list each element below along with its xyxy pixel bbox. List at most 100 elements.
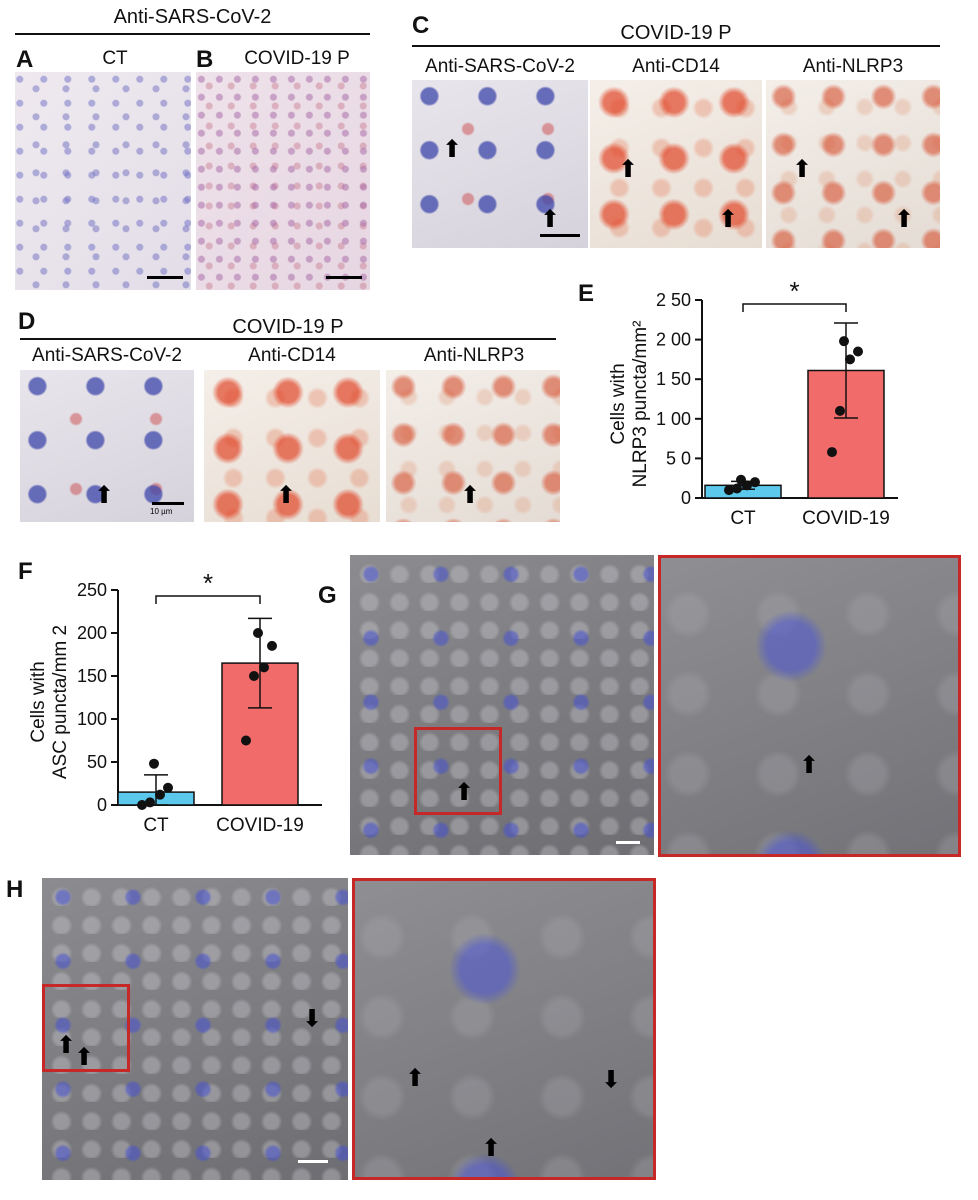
subheader-c-cd14: Anti-CD14 [632, 56, 720, 77]
data-point [750, 477, 760, 488]
panel-label-g: G [318, 582, 337, 609]
arrow-icon: ⬆ [618, 156, 639, 183]
significance-bracket [742, 303, 847, 312]
y-tick-label: 5 0 [666, 448, 691, 468]
x-tick-label: COVID-19 [802, 508, 890, 529]
x-tick-label: COVID-19 [216, 815, 304, 836]
micrograph-d-cd14: ⬆ [204, 370, 380, 522]
micrograph-h-zoom: ⬆ ⬆ ⬆ [352, 878, 656, 1180]
y-tick-label: 2 00 [656, 330, 691, 350]
panel-label-a: A [16, 46, 34, 73]
y-tick-label: 250 [77, 580, 107, 600]
significance-bracket [155, 595, 261, 604]
micrograph-covid-lung [196, 72, 370, 290]
micrograph-c-cd14: ⬆ ⬆ [590, 80, 762, 248]
arrow-icon: ⬆ [792, 156, 813, 183]
micrograph-g-zoom: ⬆ [658, 555, 961, 857]
arrow-icon: ⬆ [460, 482, 481, 509]
scale-bar [152, 502, 184, 505]
y-tick-label: 2 50 [656, 290, 691, 310]
panel-label-e: E [578, 280, 595, 307]
y-tick-label: 1 00 [656, 409, 691, 429]
subheader-d-sars: Anti-SARS-CoV-2 [32, 345, 182, 366]
scale-bar-label: 10 µm [150, 507, 173, 516]
y-tick-label: 0 [97, 795, 107, 815]
arrow-icon: ⬆ [442, 136, 463, 163]
significance-star: * [789, 280, 799, 306]
subheader-c-sars: Anti-SARS-CoV-2 [425, 56, 575, 77]
micrograph-g-overview: ⬆ [350, 555, 654, 855]
data-point [137, 800, 147, 810]
data-point [155, 789, 165, 800]
micrograph-d-nlrp3: ⬆ [386, 370, 560, 522]
header-anti-sars-cov-2: Anti-SARS-CoV-2 [113, 6, 272, 28]
arrow-icon: ⬆ [601, 1064, 622, 1091]
panel-label-c: C [412, 12, 430, 39]
y-tick-label: 100 [77, 709, 107, 729]
panel-label-d: D [18, 308, 36, 335]
arrow-icon: ⬆ [74, 1044, 95, 1071]
x-tick-label: CT [143, 815, 169, 836]
arrow-icon: ⬆ [481, 1135, 502, 1162]
data-point [835, 405, 845, 416]
arrow-icon: ⬆ [405, 1065, 426, 1092]
arrow-icon: ⬆ [540, 206, 561, 233]
micrograph-c-sars: ⬆ ⬆ [412, 80, 588, 248]
data-point [259, 662, 269, 673]
header-rule-d [20, 338, 556, 340]
data-point [845, 354, 855, 365]
data-point [853, 346, 863, 357]
subheader-covid-patient: COVID-19 P [244, 48, 350, 69]
zoom-region-box [42, 984, 130, 1072]
data-point [253, 628, 263, 638]
chart-f-asc: 0 50 100 150 200 250 CT COVID-19 * [77, 568, 322, 836]
scale-bar [298, 1160, 328, 1163]
arrow-icon: ⬆ [302, 1003, 323, 1030]
subheader-ct: CT [102, 48, 128, 69]
micrograph-ct-lung [15, 72, 191, 290]
panel-label-f: F [18, 558, 33, 585]
header-rule-ab [15, 33, 370, 35]
arrow-icon: ⬆ [276, 482, 297, 509]
arrow-icon: ⬆ [894, 206, 915, 233]
y-tick-label: 1 50 [656, 369, 691, 389]
scale-bar [326, 276, 362, 279]
zoom-region-box [414, 727, 502, 815]
data-point [827, 447, 837, 458]
data-point [732, 483, 742, 494]
header-covid-patient-d: COVID-19 P [232, 316, 344, 338]
data-point [149, 758, 159, 769]
arrow-icon: ⬆ [56, 1032, 77, 1059]
arrow-icon: ⬆ [454, 779, 475, 806]
data-point [724, 485, 734, 496]
y-tick-label: 200 [77, 623, 107, 643]
arrow-icon: ⬆ [94, 482, 115, 509]
data-point [249, 671, 259, 681]
subheader-d-nlrp3: Anti-NLRP3 [423, 345, 525, 366]
x-tick-label: CT [730, 508, 756, 529]
data-point [241, 735, 251, 746]
chart-e-nlrp3: 0 5 0 1 00 1 50 2 00 2 50 CT COVID-19 * [656, 280, 898, 529]
panel-label-h: H [6, 876, 24, 903]
arrow-icon: ⬆ [718, 206, 739, 233]
data-point [267, 640, 277, 651]
data-point [736, 474, 746, 485]
micrograph-c-nlrp3: ⬆ ⬆ [766, 80, 940, 248]
subheader-c-nlrp3: Anti-NLRP3 [802, 56, 904, 77]
header-rule-c [412, 45, 940, 47]
arrow-icon: ⬆ [799, 752, 820, 779]
y-tick-label: 50 [87, 752, 107, 772]
y-tick-label: 0 [681, 488, 691, 508]
micrograph-h-overview: ⬆ ⬆ ⬆ [42, 878, 348, 1180]
scale-bar [616, 841, 640, 844]
panel-label-b: B [196, 46, 214, 73]
significance-star: * [203, 568, 213, 598]
data-point [163, 782, 173, 793]
scale-bar [540, 234, 580, 237]
data-point [145, 797, 155, 808]
header-covid-patient-c: COVID-19 P [620, 22, 732, 44]
data-point [839, 336, 849, 347]
y-tick-label: 150 [77, 666, 107, 686]
micrograph-d-sars: ⬆ 10 µm [20, 370, 194, 522]
scale-bar [147, 276, 183, 279]
